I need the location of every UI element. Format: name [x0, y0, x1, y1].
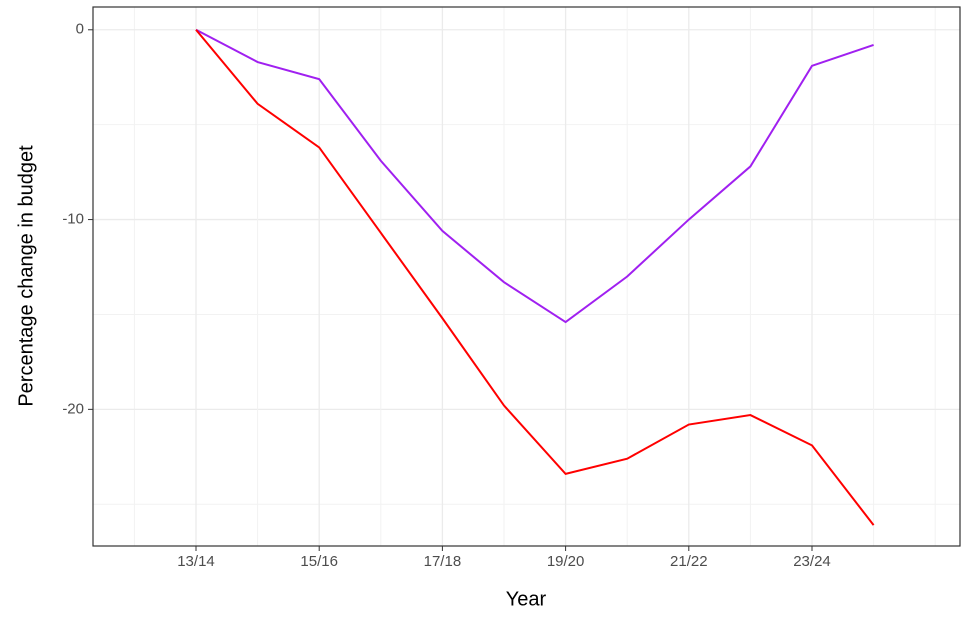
x-tick-label: 21/22: [670, 553, 708, 570]
x-tick-label: 19/20: [547, 553, 585, 570]
x-axis-title: Year: [506, 588, 547, 610]
x-tick-label: 15/16: [300, 553, 338, 570]
y-tick-label: -20: [62, 400, 84, 417]
y-tick-label: 0: [76, 21, 84, 38]
y-axis-title: Percentage change in budget: [15, 145, 37, 407]
series-line: [195, 28, 874, 324]
panel-border: [92, 6, 961, 547]
y-tick-label: -10: [62, 211, 84, 228]
series-line: [195, 29, 875, 526]
x-tick-label: 17/18: [424, 553, 462, 570]
x-tick-label: 23/24: [793, 553, 831, 570]
x-tick-label: 13/14: [177, 553, 215, 570]
